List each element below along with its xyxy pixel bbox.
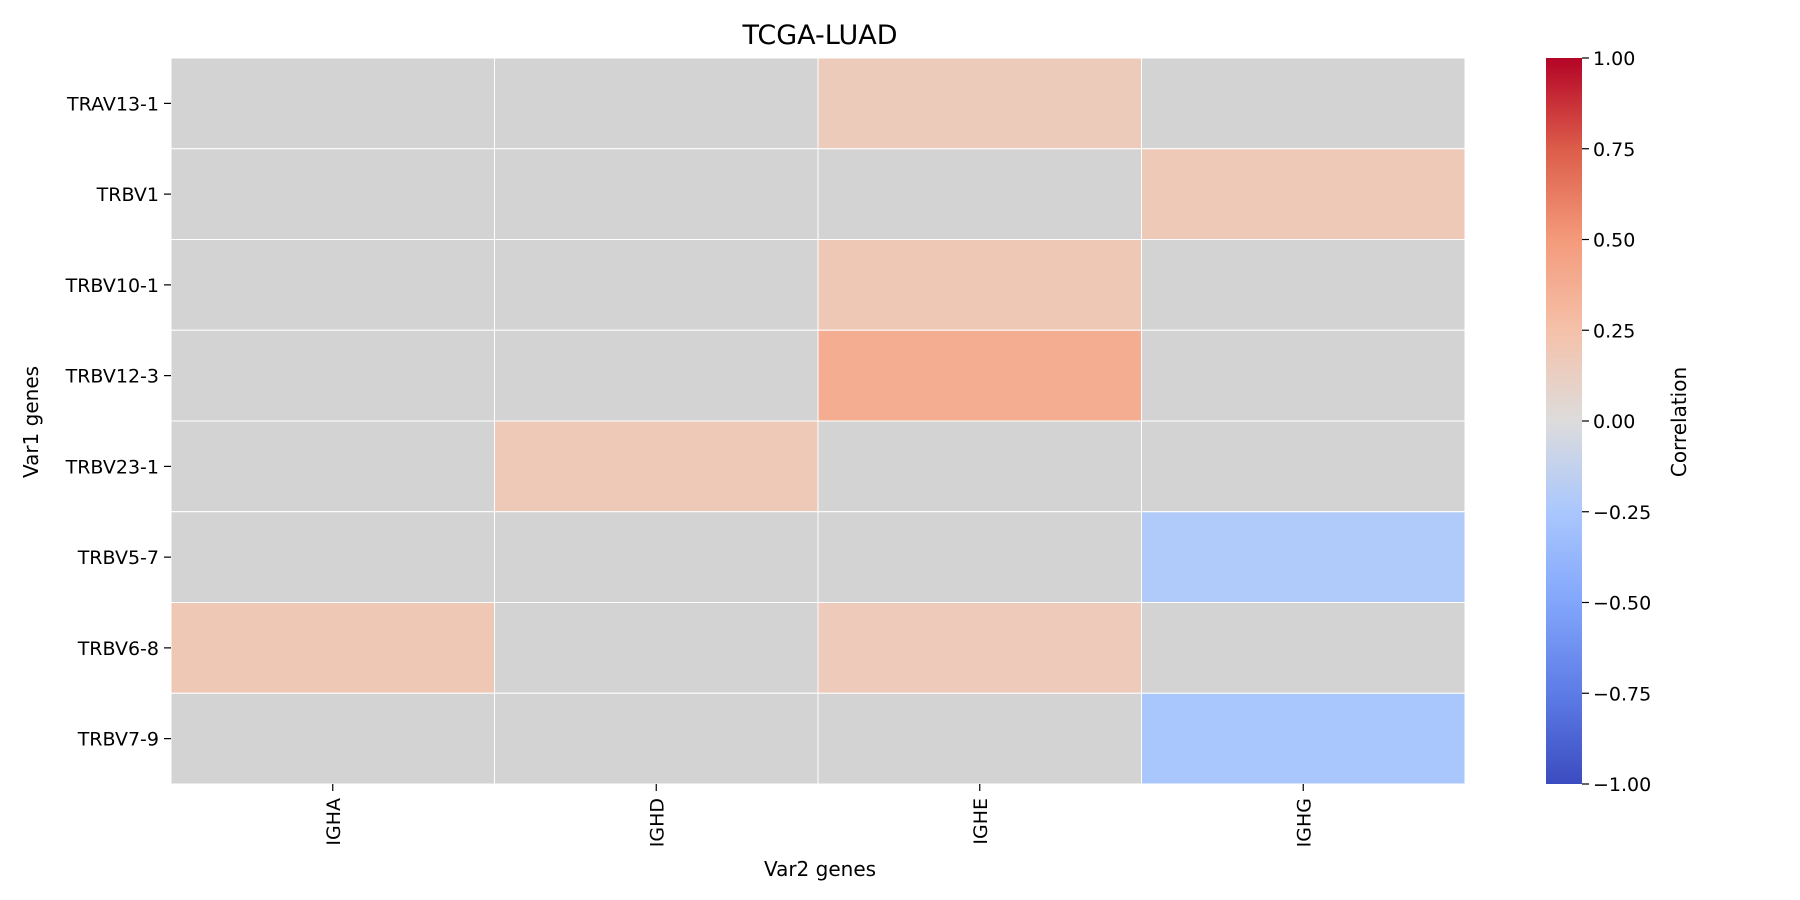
heatmap-cell [817, 420, 1142, 513]
heatmap-cell [1141, 511, 1466, 603]
heatmap-cell [494, 148, 819, 240]
y-axis-label: Var1 genes [19, 366, 43, 478]
colorbar-gradient [1546, 58, 1582, 784]
colorbar-tick-label: −1.00 [1593, 774, 1651, 796]
heatmap-cell [817, 511, 1142, 603]
y-tick-label: TRBV12-3 [65, 366, 159, 388]
heatmap-cell [817, 239, 1142, 331]
heatmap-cell [1141, 239, 1466, 331]
heatmap-cell [170, 511, 495, 603]
x-axis-label: Var2 genes [764, 857, 876, 881]
heatmap-cell [817, 148, 1142, 240]
x-tick-label: IGHA [323, 798, 345, 846]
heatmap-cell [494, 57, 819, 150]
heatmap-cell [1141, 420, 1466, 513]
colorbar-ticks: 1.00 0.75 0.50 0.25 0.00 −0.25 −0.50 −0.75 −1.00 [1582, 48, 1651, 796]
heatmap-cell [1141, 692, 1466, 785]
heatmap-cells [170, 57, 1466, 785]
x-tick-label: IGHG [1293, 798, 1315, 847]
y-tick-label: TRBV23-1 [65, 456, 159, 478]
heatmap-cell [494, 602, 819, 694]
heatmap-cell [494, 511, 819, 603]
heatmap-cell [494, 692, 819, 785]
colorbar-tick-label: 0.25 [1593, 320, 1635, 342]
y-tick-label: TRAV13-1 [66, 93, 159, 115]
heatmap-cell [1141, 602, 1466, 694]
chart-title: TCGA-LUAD [741, 20, 897, 51]
heatmap-cell [170, 329, 495, 422]
heatmap-cell [170, 602, 495, 694]
y-tick-label: TRBV10-1 [65, 275, 159, 297]
heatmap-cell [1141, 329, 1466, 422]
colorbar-tick-label: −0.50 [1593, 593, 1651, 615]
heatmap-cell [494, 329, 819, 422]
colorbar-label: Correlation [1667, 367, 1691, 477]
y-tick-label: TRBV6-8 [77, 638, 159, 660]
y-tick-label: TRBV5-7 [77, 547, 159, 569]
colorbar-tick-label: 0.75 [1593, 139, 1635, 161]
y-axis-ticks: TRAV13-1 TRBV1 TRBV10-1 TRBV12-3 TRBV23-1 TRB… [65, 93, 171, 751]
heatmap-cell [170, 239, 495, 331]
y-tick-label: TRBV7-9 [77, 729, 159, 751]
colorbar-tick-label: 0.50 [1593, 230, 1635, 252]
colorbar-tick-label: −0.75 [1593, 683, 1651, 705]
x-tick-label: IGHE [970, 798, 992, 845]
colorbar-tick-label: −0.25 [1593, 502, 1651, 524]
colorbar-tick-label: 0.00 [1593, 411, 1635, 433]
heatmap-cell [1141, 57, 1466, 150]
colorbar: 1.00 0.75 0.50 0.25 0.00 −0.25 −0.50 −0.75 −1.00… [1546, 48, 1691, 796]
y-tick-label: TRBV1 [96, 184, 159, 206]
heatmap-cell [817, 602, 1142, 694]
x-tick-label: IGHD [646, 798, 668, 847]
heatmap-cell [170, 148, 495, 240]
heatmap-cell [494, 420, 819, 513]
heatmap-cell [1141, 148, 1466, 240]
x-axis-ticks: IGHA IGHD IGHE IGHG [323, 784, 1315, 847]
colorbar-tick-label: 1.00 [1593, 48, 1635, 70]
heatmap-cell [817, 57, 1142, 150]
heatmap-cell [494, 239, 819, 331]
heatmap-cell [170, 420, 495, 513]
heatmap-cell [817, 692, 1142, 785]
heatmap-cell [170, 57, 495, 150]
heatmap-cell [170, 692, 495, 785]
heatmap-cell [817, 329, 1142, 422]
